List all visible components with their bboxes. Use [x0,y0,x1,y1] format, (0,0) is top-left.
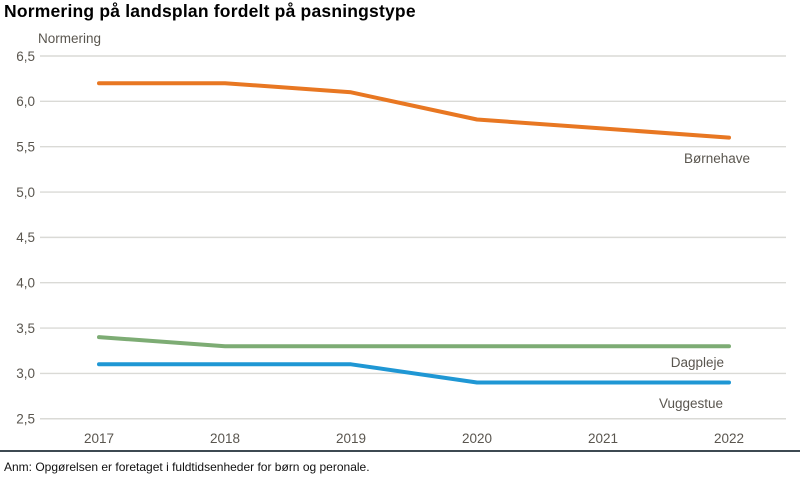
y-tick-label: 3,0 [16,366,35,381]
chart-title: Normering på landsplan fordelt på pasnin… [4,1,416,21]
x-tick-label: 2018 [210,431,240,446]
series-label-dagpleje: Dagpleje [671,355,724,370]
y-tick-label: 5,5 [16,139,35,154]
series-line-bornehave [97,81,731,140]
series-label-vuggestue: Vuggestue [659,396,723,411]
x-tick-label: 2017 [84,431,114,446]
y-tick-label: 6,5 [16,49,35,64]
chart-footnote: Anm: Opgørelsen er foretaget i fuldtidse… [4,460,370,474]
series-line-vuggestue [97,362,731,385]
y-tick-label: 4,5 [16,230,35,245]
y-tick-label: 4,0 [16,276,35,291]
y-tick-label: 3,5 [16,321,35,336]
series-label-bornehave: Børnehave [684,151,750,166]
y-tick-label: 6,0 [16,94,35,109]
x-tick-label: 2020 [462,431,492,446]
footer-divider [0,450,800,452]
y-tick-label: 2,5 [16,412,35,427]
series-line-dagpleje [97,335,731,349]
y-axis-title: Normering [38,31,101,46]
y-tick-label: 5,0 [16,185,35,200]
x-tick-label: 2019 [336,431,366,446]
x-tick-label: 2022 [714,431,744,446]
x-tick-label: 2021 [588,431,618,446]
